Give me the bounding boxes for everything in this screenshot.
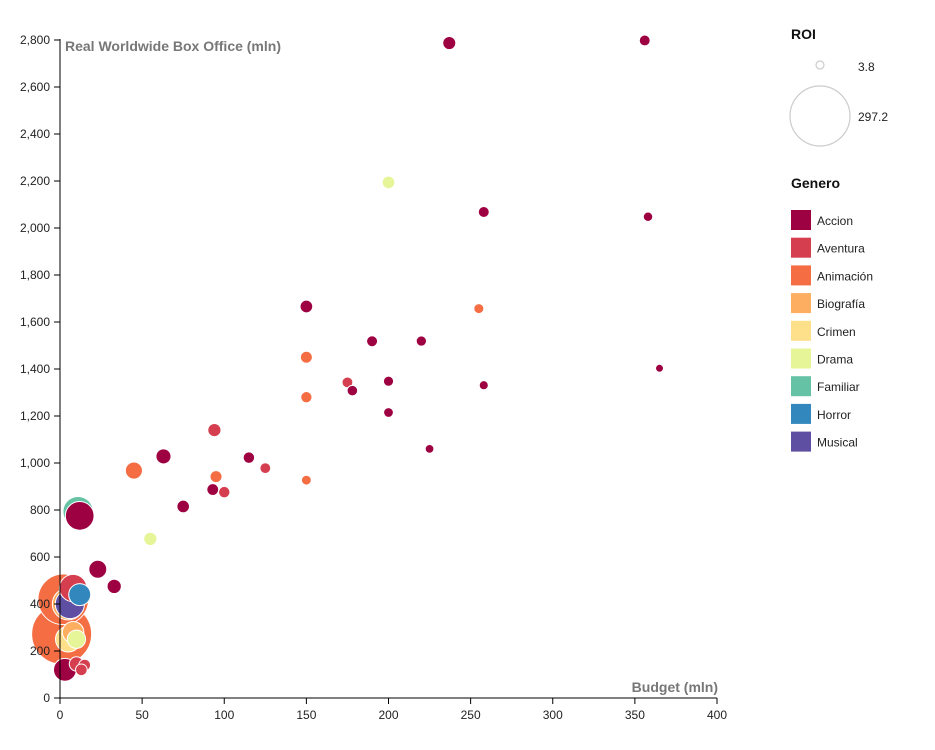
bubble-point xyxy=(206,483,220,496)
bubble-point xyxy=(638,34,651,47)
y-tick-label: 0 xyxy=(43,691,50,705)
x-axis-title: Budget (mln) xyxy=(632,679,718,695)
bubble-point xyxy=(207,422,222,438)
bubble-layer xyxy=(31,34,665,682)
legend-swatch xyxy=(791,265,811,286)
bubble-point xyxy=(124,461,143,480)
legend-label: Biografía xyxy=(817,297,865,311)
y-axis-ticks: 0 200 400 600 800 1,000 1,200 1,400 1,600 1,800 2,… xyxy=(20,33,60,705)
legend-swatch xyxy=(791,376,811,397)
legend-label: Horror xyxy=(817,408,851,422)
y-tick-label: 1,000 xyxy=(20,456,50,470)
bubble-point xyxy=(477,206,490,219)
legend-label: Crimen xyxy=(817,325,856,339)
legend-swatch xyxy=(791,403,811,424)
bubble-point xyxy=(106,578,122,595)
x-tick-label: 300 xyxy=(543,708,563,722)
bubble-point xyxy=(209,470,223,484)
y-tick-label: 200 xyxy=(30,644,50,658)
bubble-point xyxy=(75,663,88,677)
y-tick-label: 2,000 xyxy=(20,221,50,235)
legend-swatch xyxy=(791,237,811,258)
color-legend: Genero Accion Aventura Animación Biografía C… xyxy=(791,175,873,452)
color-legend-items: Accion Aventura Animación Biografía Crimen Dr… xyxy=(791,210,873,452)
size-legend-min-circle xyxy=(815,60,825,70)
x-tick-label: 200 xyxy=(378,708,398,722)
bubble-point xyxy=(442,36,457,51)
y-tick-label: 1,600 xyxy=(20,315,50,329)
bubble-point xyxy=(299,299,314,314)
bubble-point xyxy=(176,499,190,514)
x-tick-label: 150 xyxy=(296,708,316,722)
legend-swatch xyxy=(791,431,811,452)
bubble-point xyxy=(415,335,428,347)
bubble-point xyxy=(143,531,158,547)
legend-label: Drama xyxy=(817,353,853,367)
y-axis-title: Real Worldwide Box Office (mln) xyxy=(65,38,281,54)
legend-label: Animación xyxy=(817,269,873,283)
bubble-point xyxy=(259,462,272,475)
legend-label: Aventura xyxy=(817,242,865,256)
bubble-point xyxy=(64,501,95,531)
bubble-point xyxy=(300,474,312,486)
bubble-point xyxy=(383,407,394,418)
legend-label: Accion xyxy=(817,214,853,228)
y-tick-label: 1,200 xyxy=(20,409,50,423)
x-tick-label: 350 xyxy=(625,708,645,722)
bubble-point xyxy=(242,451,256,464)
y-tick-label: 1,400 xyxy=(20,362,50,376)
bubble-point xyxy=(642,211,654,222)
legend-swatch xyxy=(791,293,811,314)
bubble-point xyxy=(300,391,313,404)
bubble-point xyxy=(424,444,435,454)
y-tick-label: 2,600 xyxy=(20,80,50,94)
x-axis-ticks: 0 50 100 150 200 250 300 350 400 xyxy=(57,698,727,722)
legend-swatch xyxy=(791,320,811,341)
bubble-point xyxy=(88,559,108,579)
bubble-point xyxy=(155,448,172,465)
bubble-point xyxy=(478,380,489,391)
bubble-point xyxy=(366,335,379,348)
y-tick-label: 2,800 xyxy=(20,33,50,47)
legend-swatch xyxy=(791,210,811,230)
bubble-point xyxy=(66,629,87,649)
y-tick-label: 1,800 xyxy=(20,268,50,282)
bubble-point xyxy=(346,384,359,397)
size-legend-title: ROI xyxy=(791,26,816,42)
bubble-point xyxy=(299,350,313,364)
size-legend: ROI 3.8 297.2 xyxy=(789,26,888,147)
y-tick-label: 400 xyxy=(30,597,50,611)
x-tick-label: 50 xyxy=(135,708,149,722)
bubble-point xyxy=(473,303,485,315)
size-legend-max-label: 297.2 xyxy=(858,110,888,124)
bubble-point xyxy=(655,363,665,373)
x-tick-label: 0 xyxy=(57,708,64,722)
y-tick-label: 2,200 xyxy=(20,174,50,188)
color-legend-title: Genero xyxy=(791,175,840,191)
plot-area: 0 200 400 600 800 1,000 1,200 1,400 1,600 1,800 2,… xyxy=(20,33,727,722)
y-tick-label: 600 xyxy=(30,550,50,564)
legend-swatch xyxy=(791,348,811,369)
size-legend-min-label: 3.8 xyxy=(858,60,875,74)
x-tick-label: 400 xyxy=(707,708,727,722)
y-tick-label: 2,400 xyxy=(20,127,50,141)
bubble-point xyxy=(381,175,396,190)
bubble-point xyxy=(218,485,231,499)
legend-label: Musical xyxy=(817,436,858,450)
bubble-point xyxy=(382,375,395,387)
bubble-point xyxy=(68,583,92,607)
legend-label: Familiar xyxy=(817,380,860,394)
y-tick-label: 800 xyxy=(30,503,50,517)
size-legend-max-circle xyxy=(789,85,851,147)
x-tick-label: 100 xyxy=(214,708,234,722)
x-tick-label: 250 xyxy=(461,708,481,722)
